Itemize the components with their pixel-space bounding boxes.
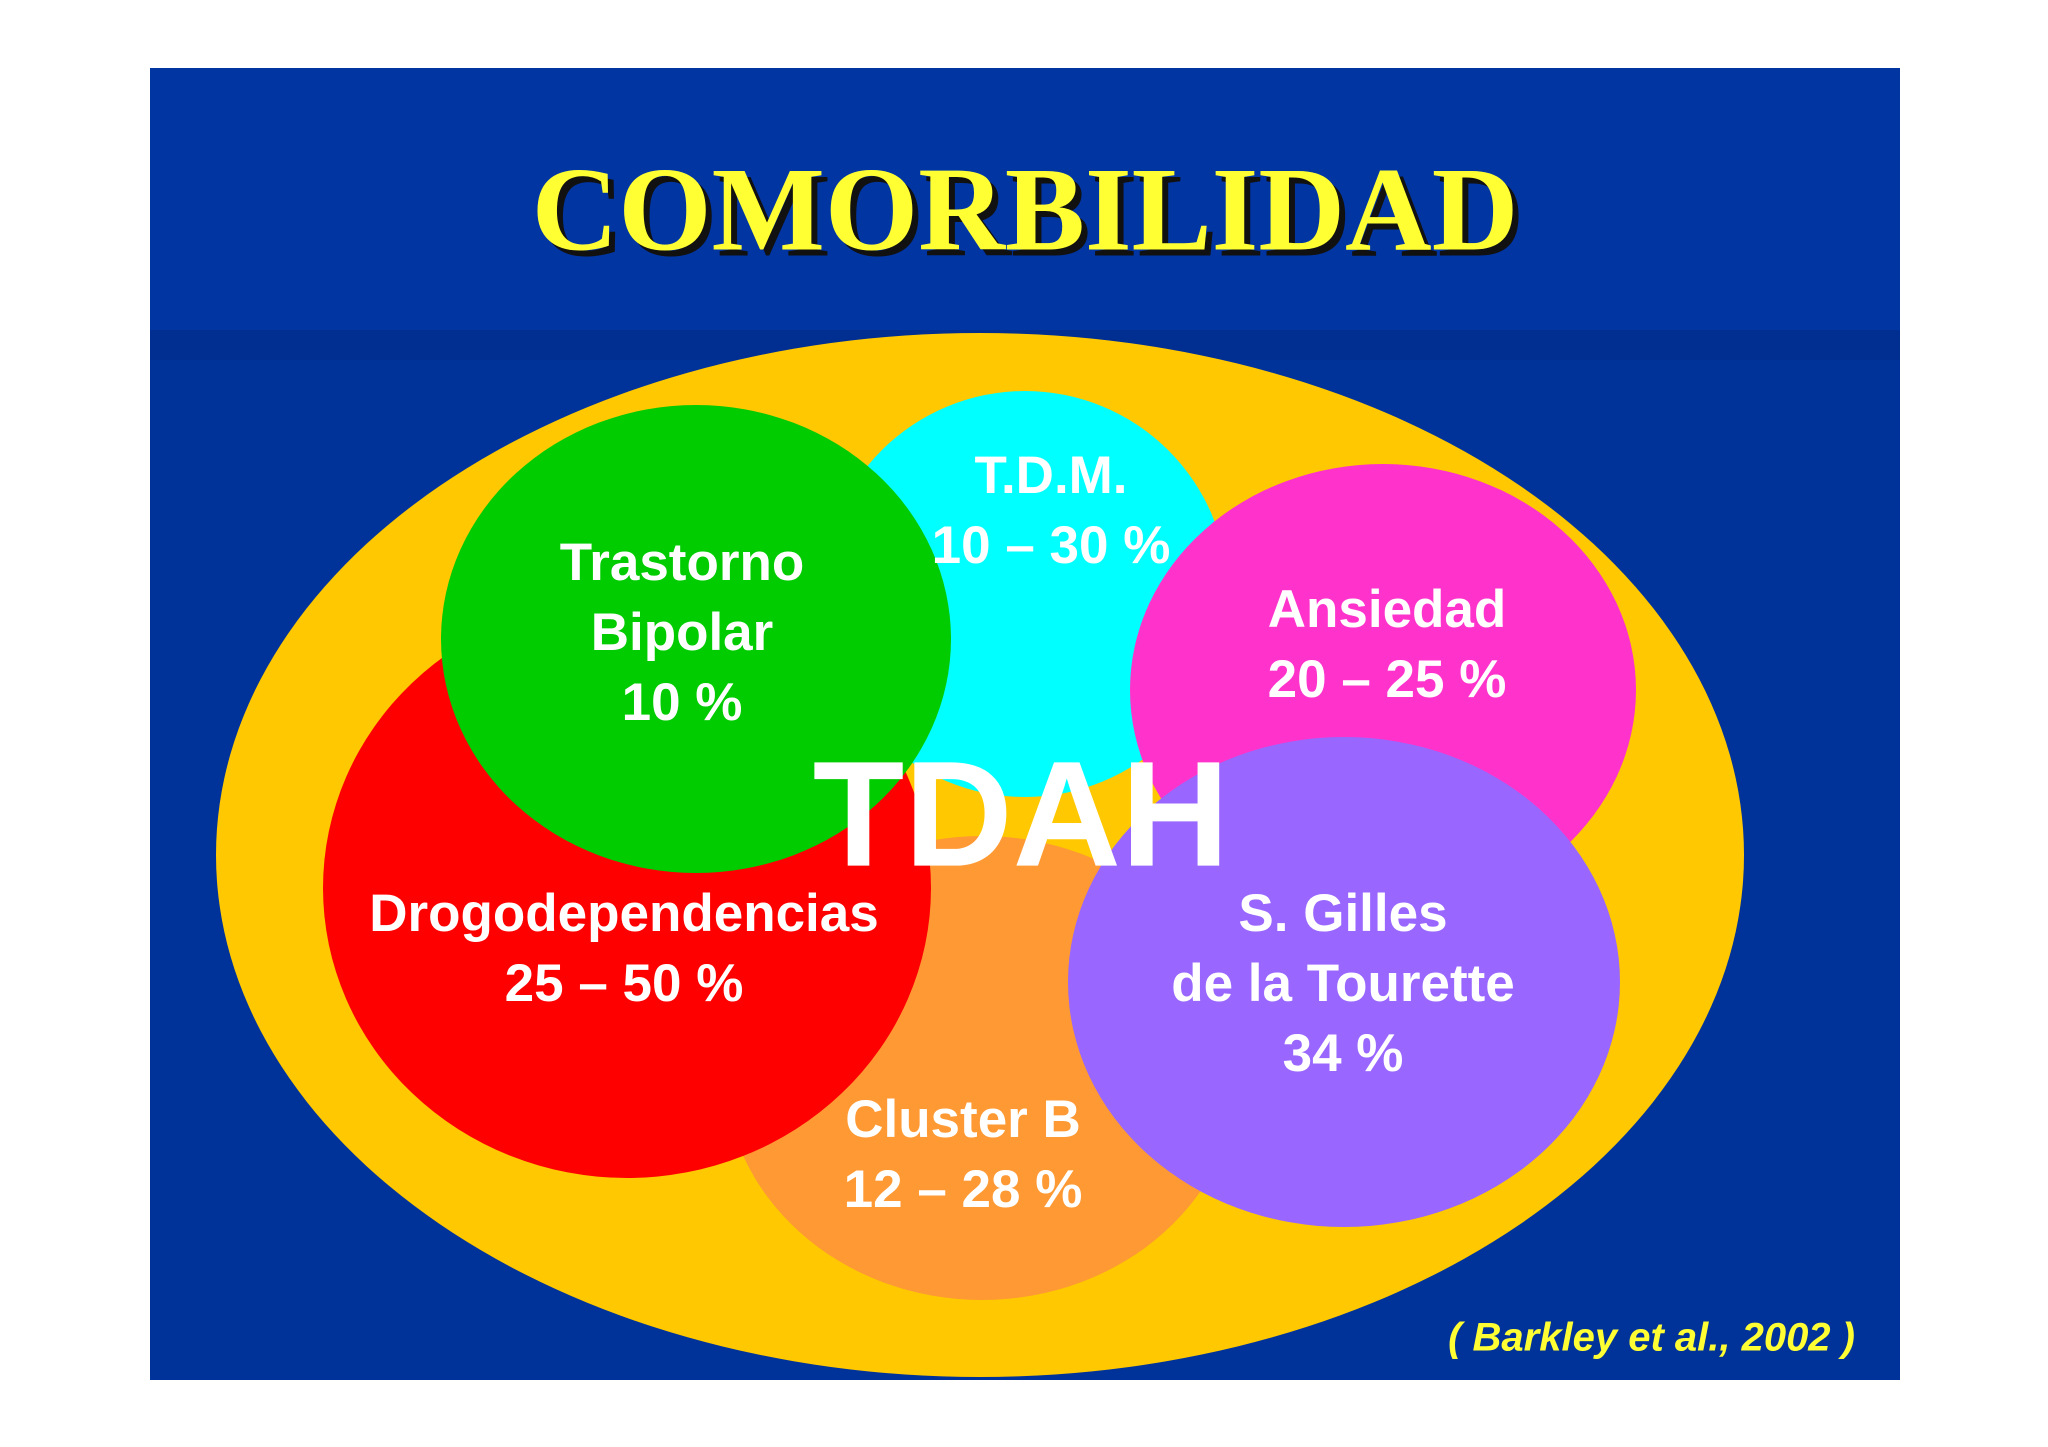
circle-bipolar bbox=[441, 405, 951, 873]
node-label: 12 – 28 % bbox=[844, 1160, 1083, 1219]
node-label: Trastorno bbox=[560, 533, 804, 592]
node-label: 10 % bbox=[622, 673, 743, 732]
node-label: de la Tourette bbox=[1171, 954, 1515, 1013]
node-label: S. Gilles bbox=[1238, 884, 1447, 943]
labels: T.D.M. 10 – 30 % Cluster B 12 – 28 % Drogode… bbox=[369, 446, 1515, 1219]
node-label: Bipolar bbox=[591, 603, 774, 662]
node-label: 20 – 25 % bbox=[1268, 650, 1507, 709]
center-label: TDAH bbox=[813, 730, 1230, 898]
node-label: Cluster B bbox=[845, 1090, 1081, 1149]
circles bbox=[323, 391, 1636, 1300]
node-label: Ansiedad bbox=[1268, 580, 1507, 639]
citation: ( Barkley et al., 2002 ) bbox=[1448, 1316, 1855, 1360]
node-label: Drogodependencias bbox=[369, 884, 878, 943]
node-label: T.D.M. bbox=[974, 446, 1127, 505]
node-label: 25 – 50 % bbox=[505, 954, 744, 1013]
node-label: 10 – 30 % bbox=[932, 516, 1171, 575]
title: COMORBILIDAD bbox=[532, 143, 1519, 276]
title-band bbox=[150, 68, 1900, 330]
node-label: 34 % bbox=[1283, 1024, 1404, 1083]
title-shadow: COMORBILIDAD bbox=[538, 149, 1525, 282]
circle-tourette bbox=[1068, 737, 1620, 1227]
